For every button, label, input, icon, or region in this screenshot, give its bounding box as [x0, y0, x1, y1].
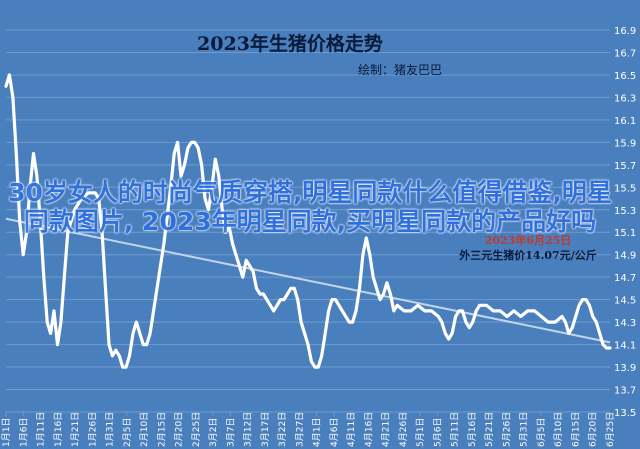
y-tick-label: 16.3	[614, 93, 636, 104]
x-tick-label: 5月11日	[450, 412, 461, 447]
y-tick-label: 14.5	[614, 296, 636, 307]
y-tick-label: 15.9	[614, 138, 636, 149]
x-tick-label: 3月27日	[294, 412, 305, 447]
trend-line	[5, 217, 611, 344]
y-tick-label: 16.7	[614, 48, 636, 59]
x-tick-label: 6月10日	[553, 412, 564, 447]
x-tick-label: 4月1日	[312, 418, 323, 447]
x-tick-label: 3月12日	[243, 412, 254, 447]
y-tick-label: 14.9	[614, 251, 636, 262]
x-tick-label: 6月5日	[536, 418, 547, 447]
overlay-watermark-text: 30岁女人的时尚气质穿搭,明星同款什么值得借鉴,明星同款图片, 2023年明星同…	[8, 178, 612, 236]
y-axis: 16.9 16.7 16.5 16.3 16.1 15.9 15.7 15.5 15.3 15.1…	[614, 26, 636, 419]
x-tick-label: 3月7日	[225, 418, 236, 447]
y-tick-label: 14.7	[614, 273, 636, 284]
x-tick-label: 1月21日	[70, 412, 81, 447]
y-tick-label: 16.1	[614, 116, 636, 127]
x-tick-label: 4月16日	[363, 412, 374, 447]
x-tick-label: 2月25日	[191, 412, 202, 447]
x-tick-label: 5月16日	[467, 412, 478, 447]
x-tick-label: 2月5日	[122, 418, 133, 447]
x-tick-label: 5月6日	[432, 418, 443, 447]
y-tick-label: 14.1	[614, 341, 636, 352]
x-tick-label: 3月22日	[277, 412, 288, 447]
x-tick-label: 1月11日	[36, 412, 47, 447]
y-tick-label: 16.5	[614, 71, 636, 82]
x-tick-label: 6月15日	[570, 412, 581, 447]
y-tick-label: 13.5	[614, 408, 636, 419]
x-tick-label: 3月2日	[208, 418, 219, 447]
x-tick-label: 2月15日	[156, 412, 167, 447]
x-tick-label: 4月21日	[381, 412, 392, 447]
chart-subtitle: 绘制：猪友巴巴	[358, 62, 442, 77]
y-tick-label: 15.7	[614, 161, 636, 172]
x-tick-label: 6月20日	[588, 412, 599, 447]
x-tick-label: 2月20日	[174, 412, 185, 447]
x-tick-label: 4月11日	[346, 412, 357, 447]
chart-title: 2023年生猪价格走势	[197, 32, 383, 55]
y-tick-label: 13.7	[614, 386, 636, 397]
y-tick-label: 14.3	[614, 318, 636, 329]
x-tick-label: 5月1日	[415, 418, 426, 447]
annotation-price: 外三元生猪价14.07元/公斤	[458, 248, 596, 262]
x-tick-label: 5月31日	[519, 412, 530, 447]
x-tick-label: 6月25日	[605, 412, 616, 447]
x-tick-label: 1月6日	[18, 418, 29, 447]
x-tick-label: 1月16日	[53, 412, 64, 447]
x-tick-label: 5月26日	[501, 412, 512, 447]
y-tick-label: 16.9	[614, 26, 636, 37]
y-tick-label: 13.9	[614, 363, 636, 374]
x-tick-label: 3月17日	[260, 412, 271, 447]
x-tick-label: 1月26日	[87, 412, 98, 447]
annotation-date: 2023年6月25日	[485, 233, 572, 247]
x-tick-label: 1月1日	[1, 418, 12, 447]
price-series-line	[4, 73, 612, 369]
x-tick-label: 2月10日	[139, 412, 150, 447]
x-tick-label: 5月21日	[484, 412, 495, 447]
x-tick-label: 1月31日	[105, 412, 116, 447]
y-tick-label: 15.3	[614, 206, 636, 217]
x-axis: 1月1日 1月6日 1月11日 1月16日 1月21日 1月26日 1月31日 2月5日 2月1…	[1, 412, 616, 447]
x-tick-label: 4月6日	[329, 418, 340, 447]
x-tick-label: 4月26日	[398, 412, 409, 447]
y-tick-label: 15.1	[614, 228, 636, 239]
y-tick-label: 15.5	[614, 183, 636, 194]
